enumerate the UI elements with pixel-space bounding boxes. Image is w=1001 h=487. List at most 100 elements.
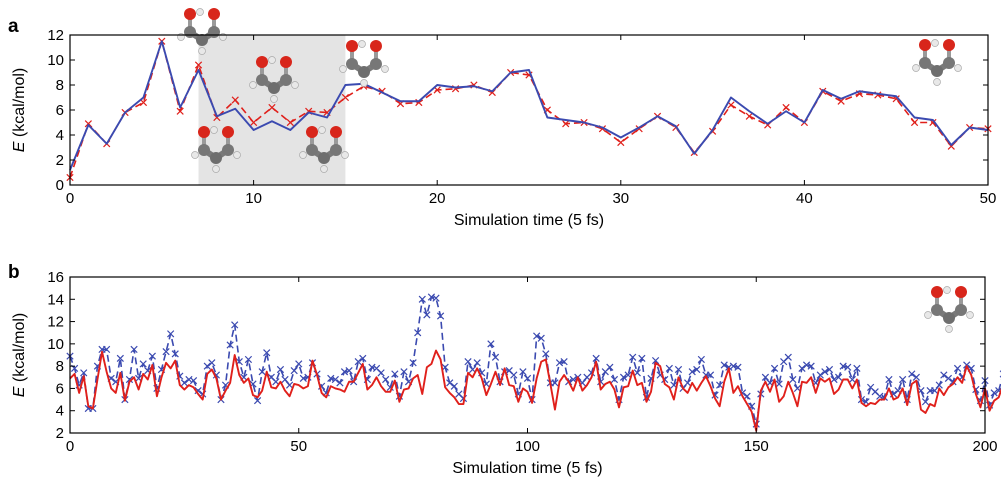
data-point-marker: [798, 364, 806, 372]
x-tick-label: 50: [980, 190, 997, 207]
data-point-marker: [231, 96, 239, 104]
x-axis-label: Simulation time (5 fs): [454, 212, 604, 229]
data-point-marker: [194, 61, 203, 69]
x-tick-label: 150: [744, 438, 769, 455]
data-point-marker: [908, 370, 916, 378]
data-point-marker: [80, 369, 88, 377]
series-line-solid: [69, 40, 989, 171]
data-point-marker: [899, 375, 907, 384]
data-point-marker: [807, 362, 815, 370]
data-point-marker: [716, 381, 724, 389]
data-point-marker: [436, 312, 445, 320]
data-point-marker: [770, 364, 779, 372]
data-point-marker: [830, 375, 838, 384]
data-point-marker: [562, 120, 570, 128]
data-point-marker: [789, 375, 797, 384]
data-point-marker: [912, 373, 920, 381]
panel-label-a: a: [8, 16, 19, 37]
series-line-solid: [69, 349, 1001, 432]
data-point-marker: [706, 371, 715, 379]
data-point-marker: [651, 356, 660, 365]
data-point-marker: [391, 370, 399, 378]
data-point-marker: [674, 365, 683, 374]
data-point-marker: [125, 375, 134, 384]
data-point-marker: [944, 374, 953, 383]
data-point-marker: [825, 365, 834, 374]
data-point-marker: [226, 341, 234, 349]
panel-a: a 0 10 20 30 40 50 0 2 4 6 8 10 12 Simulation time (…: [8, 8, 996, 229]
data-point-marker: [432, 294, 440, 302]
data-point-marker: [414, 329, 422, 337]
data-point-marker: [697, 355, 705, 364]
data-point-marker: [418, 295, 426, 303]
data-point-marker: [551, 379, 559, 387]
data-point-marker: [606, 363, 614, 371]
data-point-marker: [116, 354, 124, 362]
data-point-marker: [162, 348, 170, 356]
plot-frame-b: [69, 276, 986, 434]
data-point-marker: [295, 360, 303, 368]
data-point-marker: [990, 389, 998, 397]
data-point-marker: [745, 112, 753, 120]
x-tick-label: 0: [66, 190, 74, 207]
data-point-marker: [208, 359, 216, 367]
y-tick-label: 6: [56, 102, 64, 119]
data-point-marker: [450, 382, 458, 390]
data-point-marker: [487, 340, 495, 348]
x-axis-label: Simulation time (5 fs): [452, 460, 602, 477]
data-point-marker: [263, 349, 271, 357]
data-point-marker: [148, 352, 156, 360]
data-point-marker: [734, 363, 742, 371]
data-point-marker: [684, 379, 692, 387]
molecule-icon: [913, 39, 962, 86]
data-point-marker: [844, 363, 852, 371]
data-point-marker: [400, 368, 408, 376]
x-tick-label: 40: [796, 190, 813, 207]
data-point-marker: [743, 392, 751, 400]
y-tick-label: 14: [47, 291, 64, 308]
data-point-marker: [592, 354, 600, 362]
data-point-marker: [194, 387, 202, 395]
data-point-marker: [185, 375, 193, 384]
data-point-marker: [784, 353, 792, 361]
y-tick-label: 12: [47, 27, 64, 44]
y-axis-label: E (kcal/mol): [11, 313, 28, 397]
y-tick-label: 10: [47, 336, 64, 353]
data-point-marker: [619, 373, 628, 381]
data-point-marker: [633, 369, 641, 377]
data-point-marker: [533, 332, 541, 340]
data-point-marker: [775, 380, 783, 388]
data-point-marker: [290, 366, 298, 375]
data-point-marker: [853, 364, 861, 372]
panel-label-b: b: [8, 262, 20, 283]
data-point-marker: [921, 398, 930, 406]
data-point-marker: [963, 361, 971, 369]
x-tick-label: 50: [290, 438, 307, 455]
data-point-marker: [464, 358, 472, 366]
data-point-marker: [341, 93, 350, 102]
molecule-icon: [340, 40, 389, 87]
data-point-marker: [102, 345, 111, 354]
x-tick-label: 30: [612, 190, 629, 207]
data-point-marker: [244, 355, 253, 364]
y-tick-label: 2: [56, 152, 64, 169]
data-point-marker: [761, 373, 770, 381]
data-point-marker: [519, 368, 527, 376]
data-point-marker: [130, 345, 138, 354]
data-point-marker: [446, 379, 454, 387]
data-point-marker: [258, 368, 266, 376]
y-tick-label: 10: [47, 52, 64, 69]
x-tick-label: 20: [429, 190, 446, 207]
data-point-marker: [253, 397, 262, 405]
x-tick-label: 10: [245, 190, 262, 207]
data-point-marker: [537, 334, 545, 342]
data-point-marker: [629, 353, 637, 361]
x-tick-label: 200: [972, 438, 997, 455]
data-point-marker: [189, 377, 198, 385]
y-tick-label: 8: [56, 358, 64, 375]
data-point-marker: [782, 103, 790, 112]
x-tick-label: 0: [66, 438, 74, 455]
data-point-marker: [638, 354, 646, 362]
y-tick-label: 0: [56, 177, 64, 194]
data-point-marker: [848, 375, 856, 384]
